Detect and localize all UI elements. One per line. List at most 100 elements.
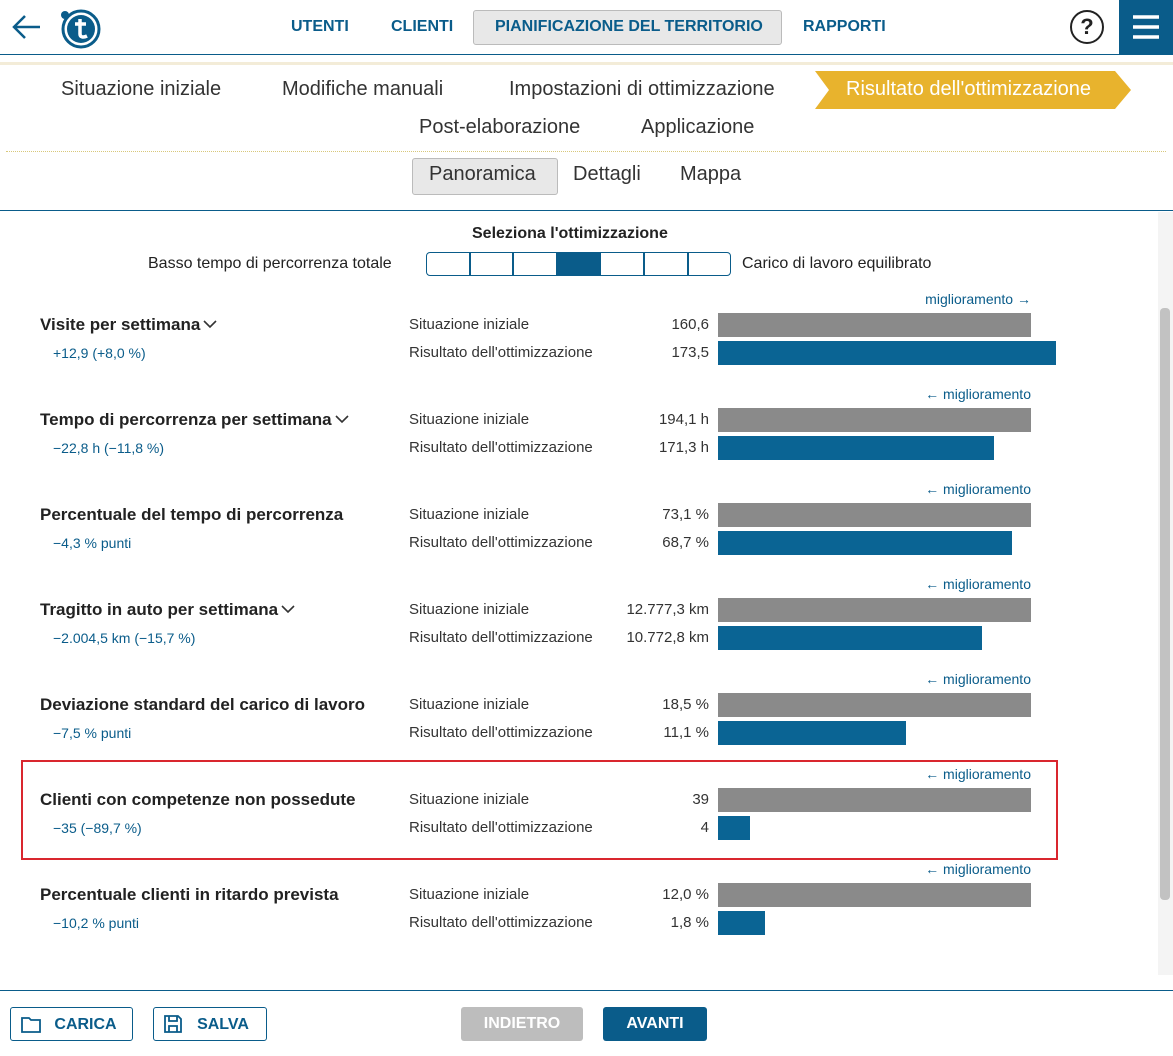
nav-item[interactable]: RAPPORTI (803, 18, 886, 35)
menu-icon (1133, 15, 1159, 39)
row-label: Risultato dell'ottimizzazione (409, 344, 593, 361)
bar (718, 598, 1031, 622)
save-icon (164, 1015, 182, 1033)
folder-icon (21, 1017, 41, 1033)
help-button[interactable]: ? (1070, 10, 1104, 44)
steps-divider (6, 151, 1166, 152)
selector-title: Seleziona l'ottimizzazione (472, 225, 668, 242)
value-label: 73,1 % (662, 506, 709, 523)
subtab[interactable]: Dettagli (573, 163, 641, 185)
metric-delta: −35 (−89,7 %) (53, 820, 142, 836)
metric-title: Visite per settimana (40, 315, 218, 335)
metric-title: Tempo di percorrenza per settimana (40, 410, 350, 430)
direction-label: ← miglioramento (925, 671, 1031, 687)
bar (718, 436, 995, 460)
row-label: Situazione iniziale (409, 506, 530, 523)
direction-label: miglioramento → (925, 291, 1031, 307)
steps-top-band (0, 62, 1173, 65)
direction-label: ← miglioramento (925, 576, 1031, 592)
selector-segment[interactable] (426, 252, 470, 276)
selector-segment[interactable] (687, 252, 732, 276)
footer-border (0, 990, 1173, 991)
bar (718, 341, 1057, 365)
dropdown-icon[interactable] (202, 318, 218, 330)
step[interactable]: Impostazioni di ottimizzazione (509, 78, 775, 100)
selector-right: Carico di lavoro equilibrato (742, 255, 932, 272)
step[interactable]: Situazione iniziale (61, 78, 222, 100)
row-label: Risultato dell'ottimizzazione (409, 534, 593, 551)
bar (718, 693, 1031, 717)
bar (718, 626, 982, 650)
value-label: 39 (692, 791, 709, 808)
value-label: 173,5 (671, 344, 709, 361)
value-label: 4 (700, 819, 709, 836)
metric-delta: −22,8 h (−11,8 %) (53, 440, 165, 456)
metric-delta: +12,9 (+8,0 %) (53, 345, 146, 361)
footer-button[interactable]: SALVA (153, 1007, 267, 1041)
row-label: Risultato dell'ottimizzazione (409, 724, 593, 741)
step[interactable]: Post-elaborazione (419, 116, 581, 138)
row-label: Risultato dell'ottimizzazione (409, 629, 593, 646)
selector-segment[interactable] (556, 252, 601, 276)
value-label: 12.777,3 km (626, 601, 709, 618)
selector-left: Basso tempo di percorrenza totale (148, 255, 392, 272)
row-label: Situazione iniziale (409, 791, 530, 808)
bar (718, 816, 751, 840)
footer-button[interactable]: AVANTI (603, 1007, 707, 1041)
metric-title: Tragitto in auto per settimana (40, 600, 296, 620)
metric-title: Deviazione standard del carico di lavoro (40, 695, 365, 714)
bar (718, 883, 1031, 907)
row-label: Situazione iniziale (409, 601, 530, 618)
value-label: 68,7 % (662, 534, 709, 551)
active-step-arrow (815, 71, 1131, 109)
bar (718, 788, 1031, 812)
row-label: Risultato dell'ottimizzazione (409, 914, 593, 931)
back-button[interactable] (10, 10, 44, 44)
selector-segment[interactable] (469, 252, 514, 276)
value-label: 10.772,8 km (626, 629, 709, 646)
bar (718, 503, 1031, 527)
bar (718, 721, 906, 745)
step[interactable]: Applicazione (641, 116, 755, 138)
subtab[interactable]: Mappa (680, 163, 742, 185)
nav-item[interactable]: PIANIFICAZIONE DEL TERRITORIO (495, 18, 763, 35)
content-top-border (0, 210, 1173, 211)
metric-delta: −10,2 % punti (53, 915, 140, 931)
metric-title: Clienti con competenze non possedute (40, 790, 356, 809)
nav-item[interactable]: CLIENTI (391, 18, 454, 35)
direction-label: ← miglioramento (925, 386, 1031, 402)
dropdown-icon[interactable] (280, 603, 296, 615)
selector-segment[interactable] (600, 252, 644, 276)
metric-title: Percentuale clienti in ritardo prevista (40, 885, 339, 904)
nav-item[interactable]: UTENTI (291, 18, 349, 35)
step[interactable]: Risultato dell'ottimizzazione (846, 78, 1092, 100)
value-label: 11,1 % (663, 724, 709, 741)
highlight-box (21, 760, 1058, 860)
bar (718, 313, 1031, 337)
value-label: 18,5 % (662, 696, 709, 713)
scrollbar-thumb[interactable] (1160, 308, 1170, 900)
active-subtab-bg (412, 158, 558, 195)
dropdown-icon[interactable] (334, 413, 350, 425)
selector-segment[interactable] (644, 252, 688, 276)
row-label: Risultato dell'ottimizzazione (409, 819, 593, 836)
bar (718, 531, 1013, 555)
row-label: Situazione iniziale (409, 696, 530, 713)
row-label: Situazione iniziale (409, 411, 530, 428)
row-label: Situazione iniziale (409, 886, 530, 903)
step[interactable]: Modifiche manuali (282, 78, 444, 100)
direction-label: ← miglioramento (925, 481, 1031, 497)
row-label: Risultato dell'ottimizzazione (409, 439, 593, 456)
menu-button[interactable] (1119, 0, 1173, 54)
row-label: Situazione iniziale (409, 316, 530, 333)
footer-button[interactable]: INDIETRO (461, 1007, 583, 1041)
selector-segment[interactable] (513, 252, 557, 276)
value-label: 160,6 (671, 316, 709, 333)
subtab[interactable]: Panoramica (429, 163, 536, 185)
value-label: 12,0 % (662, 886, 709, 903)
metric-delta: −2.004,5 km (−15,7 %) (53, 630, 196, 646)
direction-label: ← miglioramento (925, 766, 1031, 782)
header (0, 0, 1173, 55)
footer-button[interactable]: CARICA (10, 1007, 133, 1041)
